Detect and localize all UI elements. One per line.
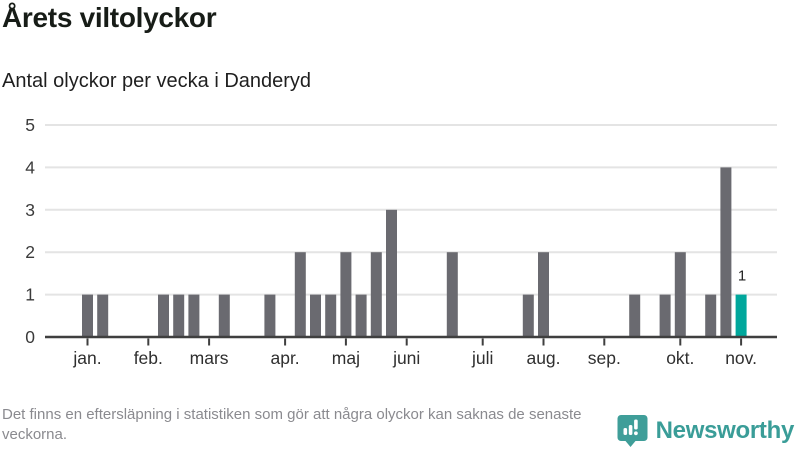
month-label: sep. xyxy=(588,348,621,368)
bar xyxy=(720,167,732,337)
bar xyxy=(158,294,169,337)
month-label: nov. xyxy=(725,348,757,368)
month-label: juli xyxy=(471,348,493,368)
bar xyxy=(629,294,641,337)
month-label: maj xyxy=(332,348,360,368)
y-axis-label: 5 xyxy=(25,115,35,135)
y-axis-label: 2 xyxy=(25,242,35,262)
bar xyxy=(386,209,397,337)
highlight-bar xyxy=(735,294,747,337)
bar-chart-svg: 0 1 2 3 4 5 jan. feb. mars apr. maj juni juli aug. sep… xyxy=(25,115,777,368)
bar xyxy=(538,252,549,337)
month-label: feb. xyxy=(134,348,163,368)
bar xyxy=(325,294,337,337)
bar xyxy=(173,294,185,337)
month-label: aug. xyxy=(526,348,560,368)
bar xyxy=(705,294,717,337)
month-label: juni xyxy=(392,348,420,368)
month-label: okt. xyxy=(666,348,694,368)
bar xyxy=(446,252,458,337)
bar xyxy=(82,294,93,337)
bar-value-label: 1 xyxy=(738,268,746,285)
bar xyxy=(355,294,367,337)
bar xyxy=(522,294,534,337)
bar xyxy=(264,294,276,337)
y-axis-label: 1 xyxy=(25,285,35,305)
newsworthy-icon xyxy=(617,414,648,448)
y-axis-label: 3 xyxy=(25,200,35,220)
month-label: apr. xyxy=(270,348,299,368)
bar-chart: 0 1 2 3 4 5 jan. feb. mars apr. maj juni juli aug. sep… xyxy=(0,110,800,390)
bar xyxy=(188,294,200,337)
bar xyxy=(370,252,382,337)
bar xyxy=(310,294,321,337)
chart-title: Årets viltolyckor xyxy=(2,2,217,33)
bar xyxy=(674,252,686,337)
bar xyxy=(340,252,352,337)
bar xyxy=(218,294,230,337)
y-axis-label: 4 xyxy=(25,157,35,177)
chart-subtitle: Antal olyckor per vecka i Danderyd xyxy=(2,70,312,92)
newsworthy-logo: Newsworthy xyxy=(617,414,794,448)
bar xyxy=(97,294,109,337)
y-axis-label: 0 xyxy=(25,327,35,347)
month-label: mars xyxy=(190,348,229,368)
month-label: jan. xyxy=(72,348,101,368)
footer-note: Det finns en eftersläpning i statistiken… xyxy=(2,406,582,444)
bar xyxy=(659,294,671,337)
bar xyxy=(294,252,306,337)
newsworthy-wordmark: Newsworthy xyxy=(655,417,795,444)
